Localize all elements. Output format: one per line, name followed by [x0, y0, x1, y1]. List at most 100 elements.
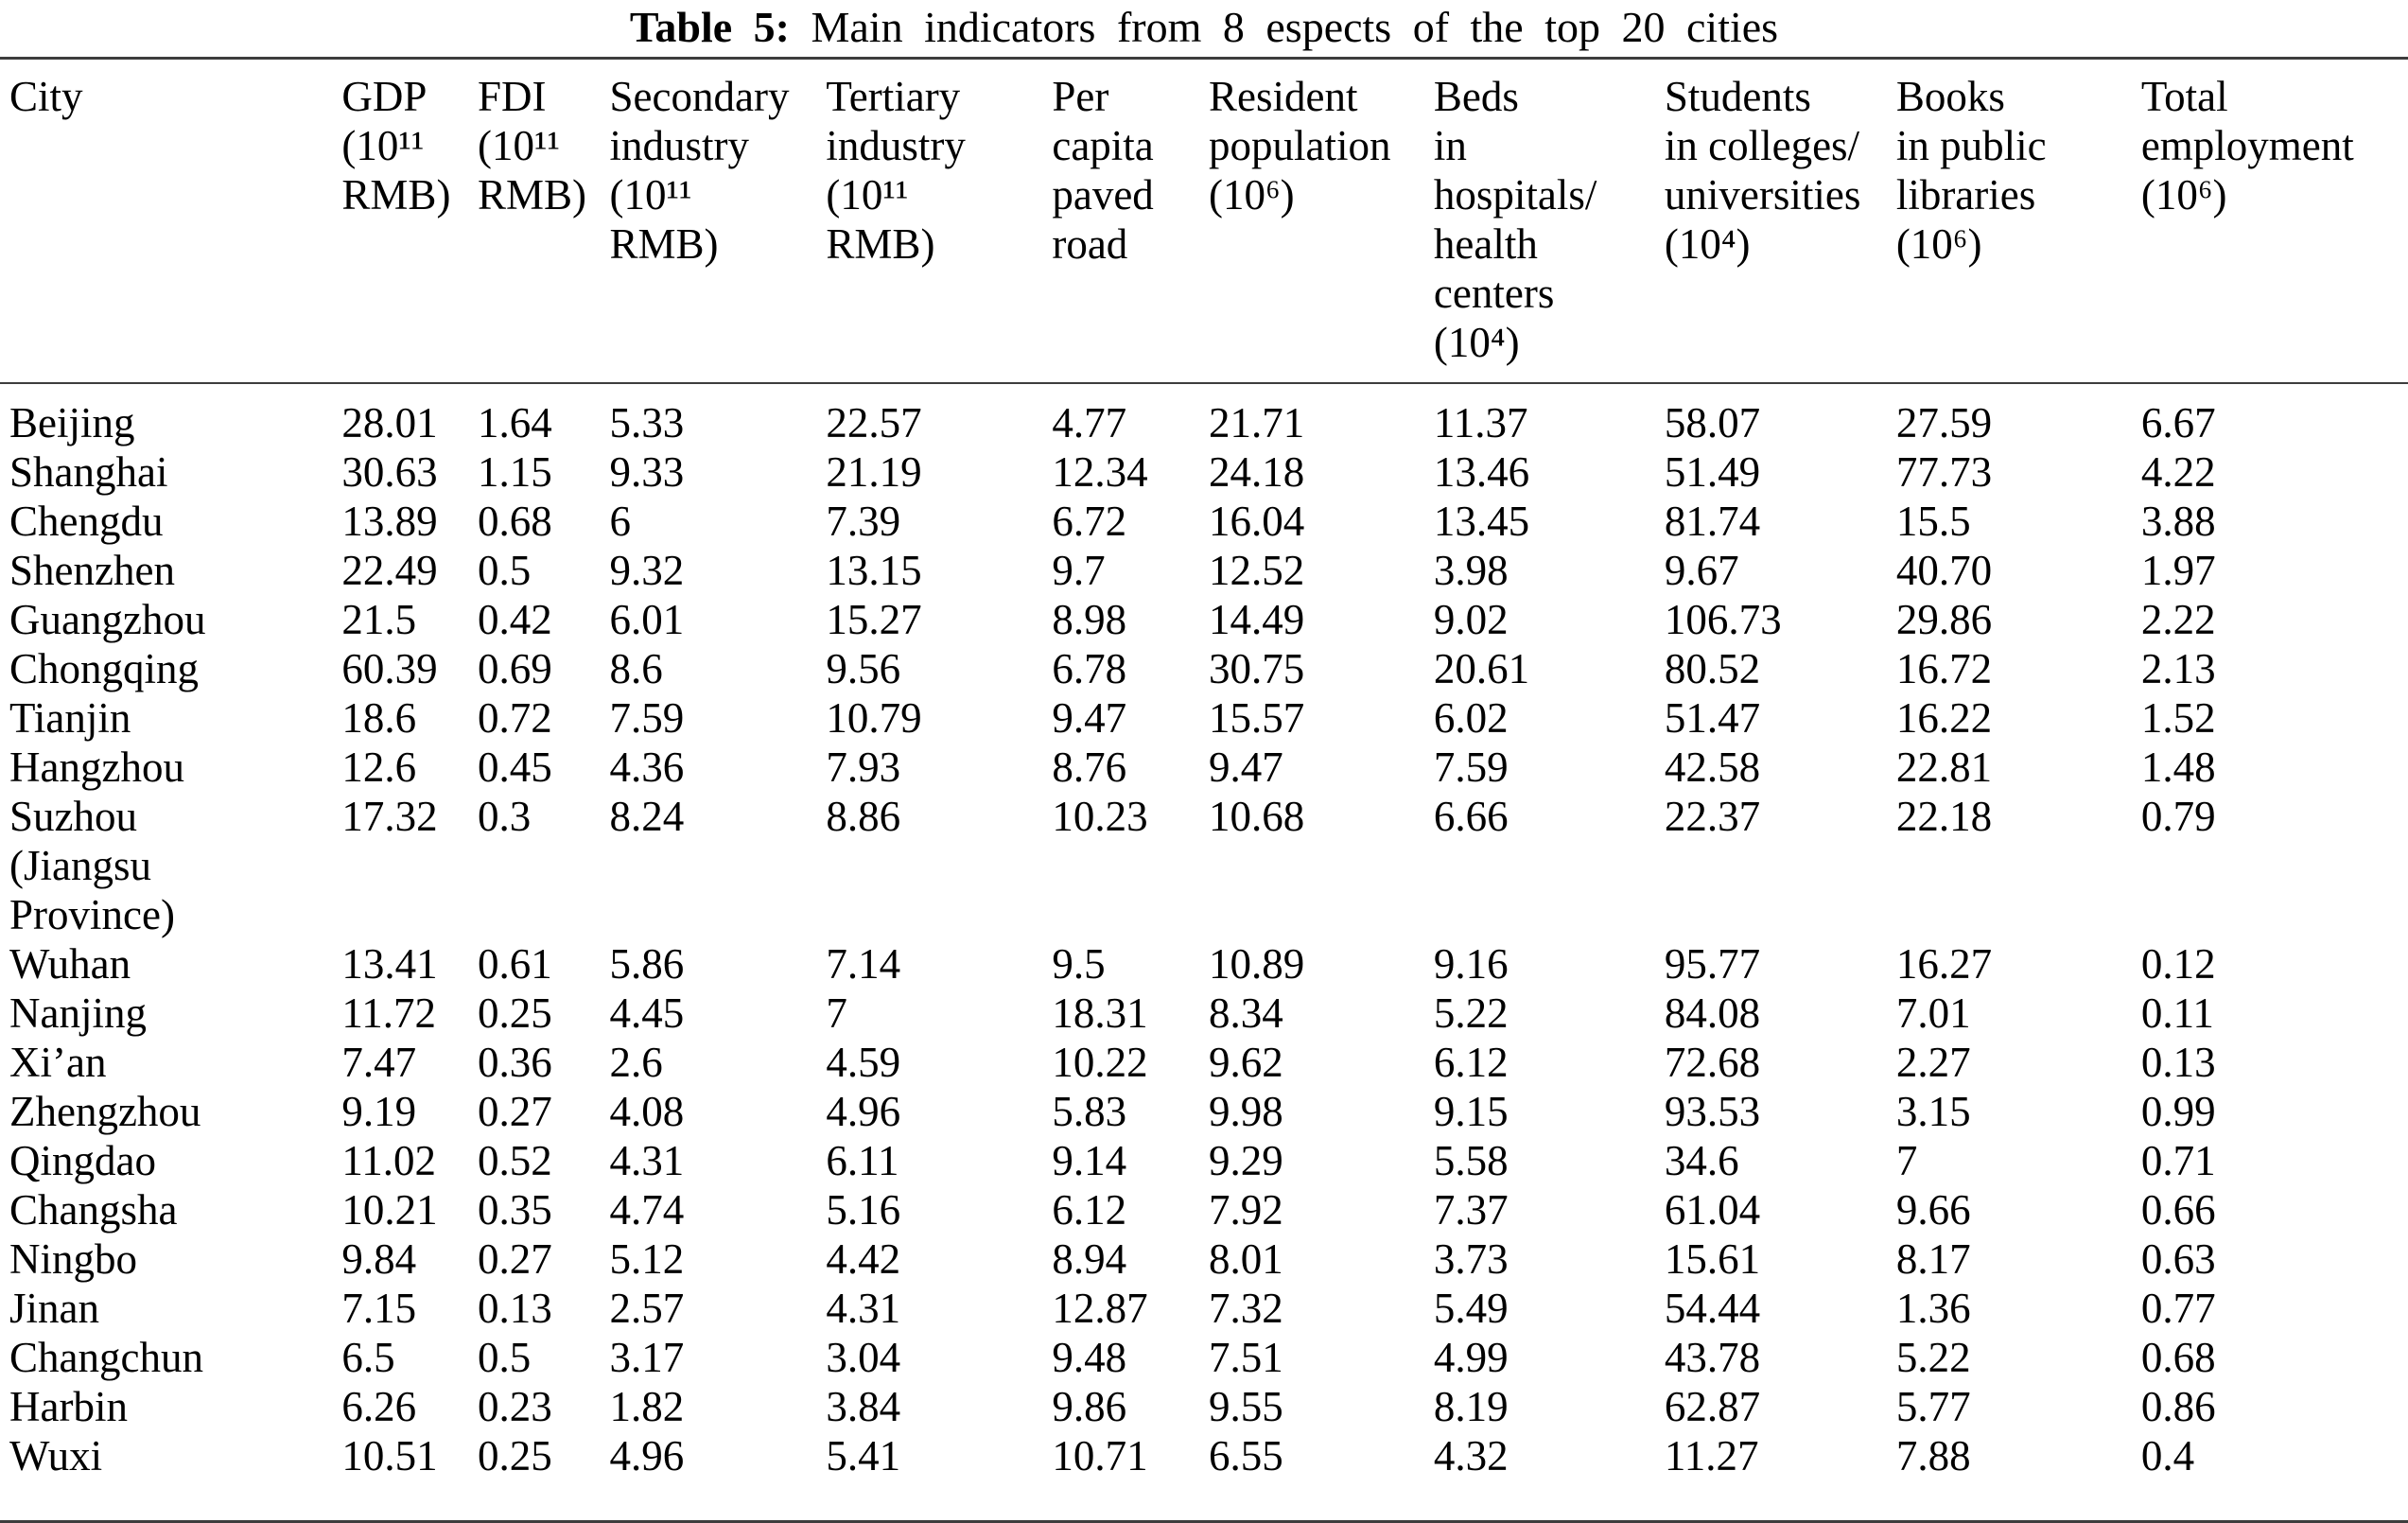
value-cell: 0.79 — [2140, 793, 2216, 840]
city-cell: Changsha — [9, 1186, 178, 1234]
value-cell: 8.19 — [1433, 1383, 1509, 1430]
value-cell: 3.88 — [2140, 498, 2216, 545]
value-cell: 9.33 — [609, 448, 685, 496]
value-cell: 1.97 — [2140, 547, 2216, 594]
value-cell: 9.86 — [1052, 1383, 1127, 1430]
value-cell: 10.22 — [1052, 1039, 1148, 1086]
value-cell: 4.31 — [826, 1285, 901, 1332]
value-cell: 12.52 — [1208, 547, 1305, 594]
value-cell: 22.37 — [1664, 793, 1761, 840]
value-cell: 0.27 — [477, 1088, 552, 1135]
value-cell: 0.36 — [477, 1039, 552, 1086]
value-cell: 21.71 — [1208, 399, 1305, 446]
value-cell: 7.59 — [1433, 744, 1509, 791]
value-cell: 12.6 — [341, 744, 417, 791]
column-header-employment: Total employment (10⁶) — [2140, 58, 2408, 384]
table-row: Suzhou (Jiangsu Province) 17.32 0.3 8.24 8.8… — [0, 792, 2408, 939]
value-cell: 5.58 — [1433, 1137, 1509, 1184]
value-cell: 10.79 — [826, 694, 922, 742]
value-cell: 5.12 — [609, 1235, 685, 1283]
value-cell: 0.25 — [477, 989, 552, 1037]
value-cell: 22.81 — [1895, 744, 1993, 791]
value-cell: 5.16 — [826, 1186, 901, 1234]
value-cell: 54.44 — [1664, 1285, 1761, 1332]
value-cell: 20.61 — [1433, 645, 1530, 692]
city-cell: Ningbo — [9, 1235, 137, 1283]
value-cell: 9.55 — [1208, 1383, 1283, 1430]
value-cell: 17.32 — [341, 793, 438, 840]
value-cell: 6.66 — [1433, 793, 1509, 840]
value-cell: 15.27 — [826, 596, 922, 643]
value-cell: 1.52 — [2140, 694, 2216, 742]
value-cell: 3.04 — [826, 1334, 901, 1381]
city-cell: Shanghai — [9, 448, 168, 496]
value-cell: 0.13 — [477, 1285, 552, 1332]
value-cell: 0.5 — [477, 1334, 532, 1381]
value-cell: 6.5 — [341, 1334, 395, 1381]
value-cell: 4.32 — [1433, 1432, 1509, 1479]
value-cell: 8.17 — [1895, 1235, 1971, 1283]
value-cell: 7.59 — [609, 694, 685, 742]
value-cell: 1.36 — [1895, 1285, 1971, 1332]
value-cell: 0.13 — [2140, 1039, 2216, 1086]
value-cell: 9.32 — [609, 547, 685, 594]
value-cell: 3.98 — [1433, 547, 1509, 594]
value-cell: 1.64 — [477, 399, 552, 446]
column-header-books: Books in public libraries (10⁶) — [1895, 58, 2141, 384]
city-cell: Shenzhen — [9, 547, 175, 594]
city-cell: Tianjin — [9, 694, 131, 742]
value-cell: 51.49 — [1664, 448, 1761, 496]
table-row: Changsha 10.21 0.35 4.74 5.16 6.12 7.92 7.37 61.… — [0, 1185, 2408, 1234]
value-cell: 6.72 — [1052, 498, 1127, 545]
value-cell: 6.67 — [2140, 399, 2216, 446]
value-cell: 9.56 — [826, 645, 901, 692]
value-cell: 6.02 — [1433, 694, 1509, 742]
value-cell: 24.18 — [1208, 448, 1305, 496]
value-cell: 21.19 — [826, 448, 922, 496]
value-cell: 8.34 — [1208, 989, 1283, 1037]
value-cell: 9.19 — [341, 1088, 417, 1135]
value-cell: 0.45 — [477, 744, 552, 791]
value-cell: 15.57 — [1208, 694, 1305, 742]
value-cell: 0.35 — [477, 1186, 552, 1234]
value-cell: 6.01 — [609, 596, 685, 643]
value-cell: 7 — [826, 989, 847, 1037]
value-cell: 9.47 — [1208, 744, 1283, 791]
value-cell: 0.66 — [2140, 1186, 2216, 1234]
city-cell: Qingdao — [9, 1137, 156, 1184]
city-cell: Hangzhou — [9, 744, 184, 791]
value-cell: 4.36 — [609, 744, 685, 791]
value-cell: 4.22 — [2140, 448, 2216, 496]
value-cell: 93.53 — [1664, 1088, 1761, 1135]
table-row: Zhengzhou 9.19 0.27 4.08 4.96 5.83 9.98 9.15 93.… — [0, 1087, 2408, 1136]
value-cell: 2.22 — [2140, 596, 2216, 643]
value-cell: 11.72 — [341, 989, 436, 1037]
value-cell: 3.84 — [826, 1383, 901, 1430]
value-cell: 28.01 — [341, 399, 438, 446]
value-cell: 7.14 — [826, 940, 901, 988]
value-cell: 60.39 — [341, 645, 438, 692]
value-cell: 0.71 — [2140, 1137, 2216, 1184]
value-cell: 5.22 — [1895, 1334, 1971, 1381]
column-header-tertiary: Tertiary industry (10¹¹ RMB) — [826, 58, 1053, 384]
value-cell: 6.11 — [826, 1137, 899, 1184]
table-caption: Table 5: Main indicators from 8 espects … — [0, 0, 2408, 53]
city-cell: Wuxi — [9, 1432, 103, 1479]
value-cell: 13.89 — [341, 498, 438, 545]
value-cell: 0.52 — [477, 1137, 552, 1184]
value-cell: 0.23 — [477, 1383, 552, 1430]
value-cell: 2.6 — [609, 1039, 663, 1086]
value-cell: 15.61 — [1664, 1235, 1761, 1283]
value-cell: 4.42 — [826, 1235, 901, 1283]
table-row: Harbin 6.26 0.23 1.82 3.84 9.86 9.55 8.19 62.87 5… — [0, 1382, 2408, 1431]
table-row: Nanjing 11.72 0.25 4.45 7 18.31 8.34 5.22 84.08 7… — [0, 989, 2408, 1038]
value-cell: 7 — [1895, 1137, 1918, 1184]
value-cell: 6.12 — [1433, 1039, 1509, 1086]
value-cell: 4.96 — [826, 1088, 901, 1135]
table-row: Xi’an 7.47 0.36 2.6 4.59 10.22 9.62 6.12 72.68 2.… — [0, 1038, 2408, 1087]
column-header-road: Per capita paved road — [1052, 58, 1209, 384]
value-cell: 6.26 — [341, 1383, 417, 1430]
value-cell: 4.96 — [609, 1432, 685, 1479]
value-cell: 5.86 — [609, 940, 685, 988]
value-cell: 1.48 — [2140, 744, 2216, 791]
